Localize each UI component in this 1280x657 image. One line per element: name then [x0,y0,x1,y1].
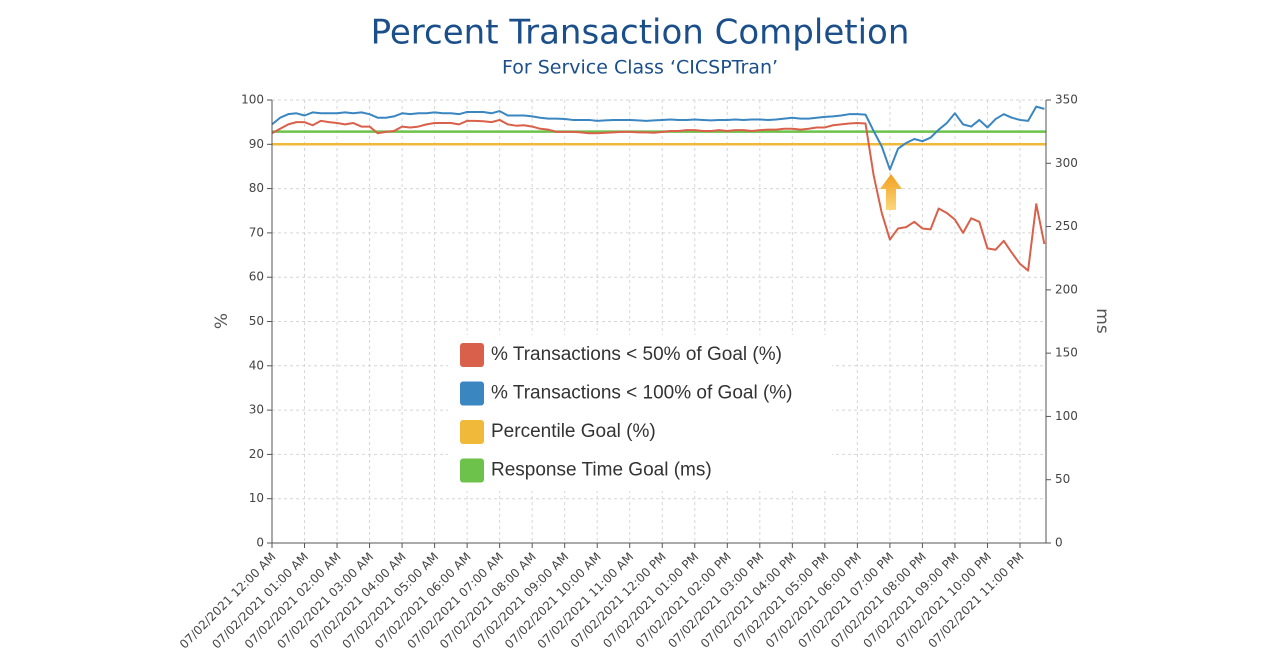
legend-swatch [460,420,484,444]
legend: % Transactions < 50% of Goal (%) % Transa… [448,335,832,491]
legend-label: Percentile Goal (%) [491,421,656,442]
series-line [271,105,1045,171]
y2-axis-label: ms [1092,308,1112,334]
chart-title: Percent Transaction Completion [371,13,910,53]
y-tick-label: 50 [249,314,264,328]
y-tick-label: 10 [249,491,264,505]
y-tick-label: 90 [249,137,264,151]
y2-tick-label: 150 [1055,346,1078,360]
y-tick-label: 70 [249,225,264,239]
y2-tick-label: 50 [1055,472,1070,486]
y2-tick-label: 200 [1055,282,1078,296]
legend-swatch [460,458,484,483]
annotation-arrow [880,174,902,210]
legend-box [448,335,832,491]
y2-tick-label: 250 [1055,219,1078,233]
legend-label: Response Time Goal (ms) [491,460,712,481]
y2-tick-label: 300 [1055,156,1078,170]
y-tick-label: 100 [241,93,264,107]
y-tick-label: 20 [249,447,264,461]
y-tick-label: 40 [249,358,264,372]
y2-tick-label: 350 [1055,93,1078,107]
legend-label: % Transactions < 50% of Goal (%) [491,344,782,365]
y2-tick-label: 100 [1055,409,1078,423]
y-tick-label: 60 [249,270,264,284]
legend-swatch [460,343,484,367]
legend-label: % Transactions < 100% of Goal (%) [491,383,793,404]
series-line [271,118,1046,272]
plot [271,105,1046,272]
axes: 0 10 20 30 40 50 60 70 80 90 100 0 50 100 150 200 250 300… [177,93,1078,652]
y-tick-label: 0 [256,536,264,550]
y-tick-label: 80 [249,181,264,195]
legend-swatch [460,381,484,406]
chart-subtitle: For Service Class ‘CICSPTran’ [502,57,778,79]
y2-tick-label: 0 [1055,536,1063,550]
y-axis-label: % [212,313,232,329]
y-tick-label: 30 [249,403,264,417]
